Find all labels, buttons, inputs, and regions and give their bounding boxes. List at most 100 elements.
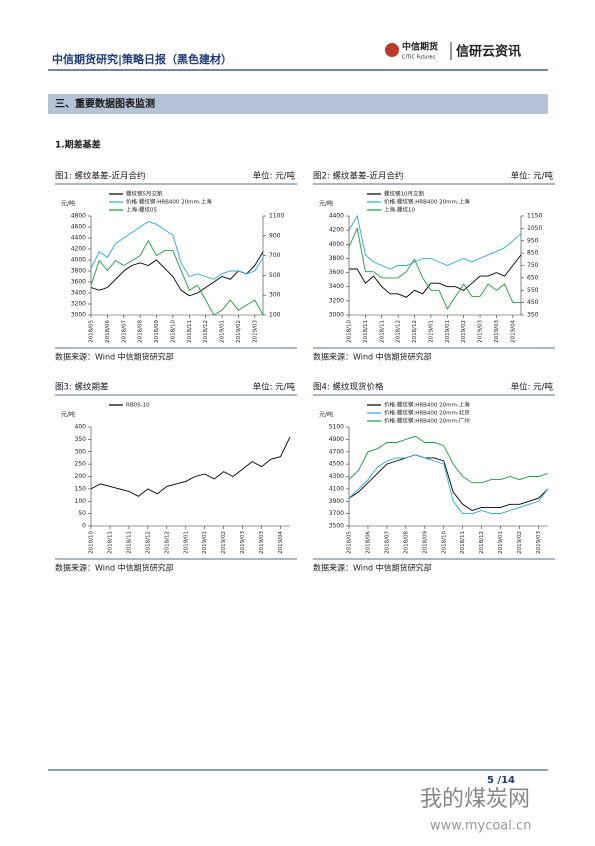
x-tick-label: 2018/05	[89, 320, 95, 343]
x-tick-label: 2018/11	[379, 320, 385, 343]
y2-tick-label: 500	[269, 272, 281, 279]
y-tick-label: 3500	[329, 523, 344, 530]
chart-title: 图4: 螺纹现货价格	[313, 382, 384, 393]
series-line	[90, 239, 264, 316]
y2-tick-label: 300	[269, 292, 281, 299]
y2-tick-label: 550	[527, 287, 539, 294]
x-tick-label: 2019/01	[428, 320, 434, 343]
x-tick-label: 2019/04	[510, 320, 516, 343]
watermark-url: www.mycoal.cn	[430, 819, 531, 834]
watermark-cn: 我的煤炭网	[420, 787, 530, 812]
x-tick-label: 2018/12	[145, 531, 151, 554]
x-tick-label: 2019/03	[536, 531, 542, 554]
x-tick-label: 2018/10	[347, 320, 353, 343]
legend-label: 螺纹钢10月交割	[384, 190, 424, 198]
y-tick-label: 3800	[71, 268, 86, 275]
x-tick-label: 2019/01	[220, 320, 226, 343]
y2-tick-label: 750	[527, 262, 539, 269]
x-tick-label: 2018/06	[365, 531, 371, 554]
x-tick-label: 2018/08	[403, 531, 409, 554]
unit-note: 单位: 元/吨	[253, 382, 296, 393]
brand: 信研云资讯	[456, 44, 521, 60]
y-tick-label: 5100	[329, 424, 344, 431]
y-tick-label: 3200	[329, 297, 344, 304]
y-unit: 元/吨	[61, 411, 75, 419]
legend-label: 价格:螺纹钢:HRB400 20mm:北京	[384, 409, 470, 417]
y2-tick-label: 650	[527, 274, 539, 281]
unit-note: 单位: 元/吨	[511, 382, 554, 393]
y-tick-label: 3000	[71, 312, 86, 319]
y-tick-label: 4400	[329, 213, 344, 220]
x-tick-label: 2019/02	[236, 320, 242, 343]
x-tick-label: 2018/09	[422, 531, 428, 554]
x-tick-label: 2019/01	[445, 320, 451, 343]
x-tick-label: 2019/01	[202, 531, 208, 554]
x-tick-label: 2019/02	[221, 531, 227, 554]
series-line	[90, 436, 291, 497]
y-tick-label: 50	[78, 510, 86, 517]
logo-icon	[385, 43, 399, 57]
series-line	[90, 251, 264, 297]
y2-tick-label: 950	[527, 237, 539, 244]
chart-title: 图3: 螺纹期差	[55, 382, 108, 393]
y-tick-label: 3200	[71, 301, 86, 308]
y-tick-label: 3400	[71, 290, 86, 297]
x-tick-label: 2018/10	[441, 531, 447, 554]
legend-label: 螺纹钢5月交割	[126, 190, 163, 198]
x-tick-label: 2018/08	[138, 320, 144, 343]
chart-title: 图1: 螺纹基差-近月合约	[55, 171, 146, 182]
x-tick-label: 2018/12	[479, 531, 485, 554]
y-tick-label: 4200	[71, 246, 86, 253]
series-line	[348, 454, 549, 511]
legend-label: 价格:螺纹钢:HRB400 20mm:上海	[384, 401, 470, 409]
x-tick-label: 2018/07	[384, 531, 390, 554]
y2-tick-label: 900	[269, 232, 281, 239]
y-tick-label: 3700	[329, 510, 344, 517]
x-tick-label: 2018/12	[412, 320, 418, 343]
series-line	[90, 221, 264, 280]
y-tick-label: 3000	[329, 312, 344, 319]
y-tick-label: 3900	[329, 498, 344, 505]
y-tick-label: 350	[75, 436, 87, 443]
x-tick-label: 2019/03	[252, 320, 258, 343]
y-tick-label: 4100	[329, 485, 344, 492]
y-tick-label: 4600	[71, 224, 86, 231]
page-number: 5 /14	[487, 775, 515, 786]
series-line	[348, 214, 522, 270]
x-tick-label: 2018/10	[89, 531, 95, 554]
legend-label: 上海-螺纹10	[384, 206, 415, 214]
y-tick-label: 4200	[329, 227, 344, 234]
y2-tick-label: 100	[269, 312, 281, 319]
y-tick-label: 4700	[329, 448, 344, 455]
y-tick-label: 4300	[329, 473, 344, 480]
source: 数据来源：Wind 中信期货研究部	[55, 352, 174, 362]
x-tick-label: 2018/12	[396, 320, 402, 343]
source: 数据来源：Wind 中信期货研究部	[313, 352, 432, 362]
x-tick-label: 2018/12	[164, 531, 170, 554]
series-line	[348, 454, 549, 515]
x-tick-label: 2018/12	[203, 320, 209, 343]
y-tick-label: 300	[75, 448, 87, 455]
legend-label: 价格:螺纹钢:HRB400 20mm:广州	[384, 417, 470, 425]
y2-tick-label: 700	[269, 252, 281, 259]
y-tick-label: 4000	[329, 241, 344, 248]
x-tick-label: 2018/05	[347, 531, 353, 554]
y-tick-label: 200	[75, 473, 87, 480]
x-tick-label: 2019/03	[259, 531, 265, 554]
x-tick-label: 2018/11	[363, 320, 369, 343]
y-tick-label: 4500	[329, 461, 344, 468]
chart-title: 图2: 螺纹基差-近月合约	[313, 171, 404, 182]
logo-cn: 中信期货	[402, 41, 438, 53]
legend-label: 上海-螺纹05	[126, 206, 157, 214]
logo-en: CITIC Futures	[402, 55, 435, 61]
y-tick-label: 4800	[71, 213, 86, 220]
y-tick-label: 150	[75, 485, 87, 492]
x-tick-label: 2019/04	[278, 531, 284, 554]
y-tick-label: 400	[75, 424, 87, 431]
unit-note: 单位: 元/吨	[511, 171, 554, 182]
unit-note: 单位: 元/吨	[253, 171, 296, 182]
y2-tick-label: 1100	[269, 213, 284, 220]
y2-tick-label: 1150	[527, 213, 542, 220]
legend-label: RB05-10	[126, 403, 150, 409]
